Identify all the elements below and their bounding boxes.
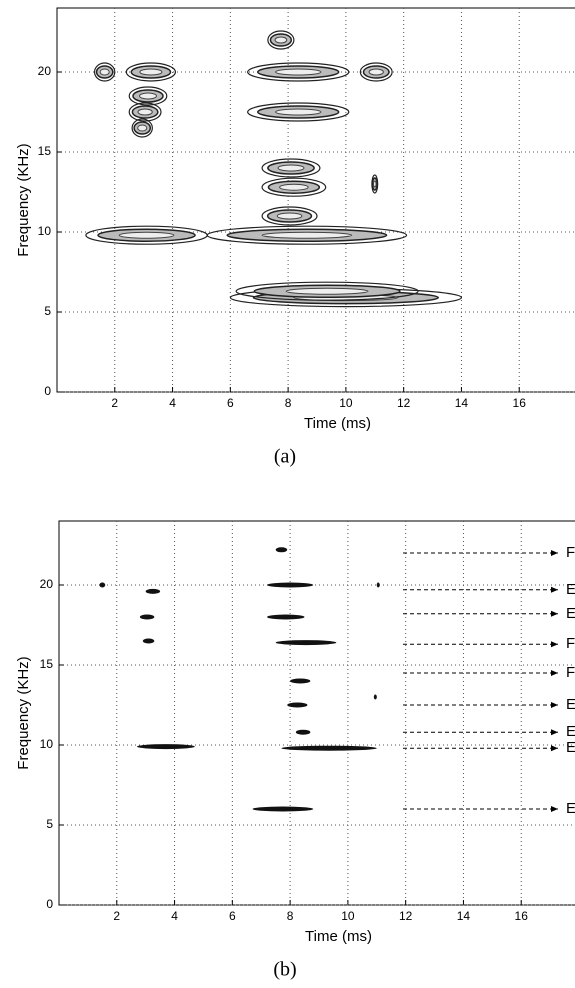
x-tick-label: 2 [111, 396, 118, 410]
annotation-label: F [566, 544, 575, 561]
annotation-label: E [566, 739, 575, 756]
x-tick-label: 12 [399, 909, 413, 923]
annotation-label: F [566, 635, 575, 652]
x-axis-label: Time (ms) [305, 928, 372, 945]
contour-core [261, 231, 353, 239]
contour-core [276, 212, 303, 220]
x-tick-label: 16 [513, 396, 527, 410]
contour-core [274, 108, 322, 116]
y-tick-label: 10 [40, 737, 54, 751]
annotation-label: F [566, 664, 575, 681]
caption: (a) [274, 446, 296, 468]
ridge [281, 745, 377, 751]
x-tick-label: 14 [457, 909, 471, 923]
x-tick-label: 6 [229, 909, 236, 923]
y-tick-label: 15 [38, 144, 52, 158]
ridge [295, 729, 311, 735]
ridge [373, 694, 377, 700]
contour-core [274, 36, 288, 44]
x-tick-label: 14 [455, 396, 469, 410]
x-tick-label: 10 [339, 396, 353, 410]
contour-core [372, 180, 377, 188]
x-tick-label: 8 [285, 396, 292, 410]
ridge [376, 582, 380, 588]
ridge [287, 702, 308, 708]
annotation-label: E [566, 605, 575, 622]
contour-outer [128, 102, 162, 122]
x-tick-label: 4 [169, 396, 176, 410]
contour-outer [247, 62, 350, 82]
contour-core [139, 68, 163, 76]
ridge [99, 582, 106, 588]
ridge [145, 588, 161, 594]
y-tick-label: 5 [46, 817, 53, 831]
contour-outer [206, 225, 408, 245]
contour-outer [261, 158, 321, 178]
contour-core [279, 183, 309, 191]
x-axis-label: Time (ms) [304, 415, 371, 432]
contour-core [285, 287, 369, 295]
y-tick-label: 0 [46, 897, 53, 911]
x-tick-label: 12 [397, 396, 411, 410]
contour-outer [125, 62, 177, 82]
x-tick-label: 10 [341, 909, 355, 923]
ridge [275, 547, 288, 553]
contour-outer [247, 102, 350, 122]
x-tick-label: 4 [171, 909, 178, 923]
ridge [267, 582, 314, 588]
x-tick-label: 6 [227, 396, 234, 410]
ridge [275, 640, 337, 646]
ridge [290, 678, 311, 684]
caption: (b) [273, 959, 296, 981]
y-tick-label: 20 [38, 64, 52, 78]
ridge [267, 614, 305, 620]
y-tick-label: 20 [40, 577, 54, 591]
x-tick-label: 8 [287, 909, 294, 923]
contour-outer [128, 86, 168, 106]
contour-core [99, 68, 110, 76]
y-axis-label: Frequency (KHz) [15, 656, 32, 769]
annotation-label: E [566, 723, 575, 740]
contour-outer [93, 62, 116, 82]
contour-outer [235, 281, 419, 301]
contour-core [368, 68, 384, 76]
y-axis-label: Frequency (KHz) [15, 143, 32, 256]
contour-outer [359, 62, 393, 82]
contour-outer [261, 206, 318, 226]
contour-core [137, 124, 148, 132]
contour-core [139, 92, 157, 100]
ridge [252, 806, 314, 812]
annotation-label: E [566, 800, 575, 817]
contour-outer [131, 118, 153, 138]
annotation-label: E [566, 696, 575, 713]
contour-core [118, 231, 175, 239]
plot-area [58, 520, 575, 906]
y-tick-label: 15 [40, 657, 54, 671]
contour-core [274, 68, 322, 76]
contour-core [137, 108, 153, 116]
ridge [142, 638, 155, 644]
y-tick-label: 0 [44, 384, 51, 398]
ridge [139, 614, 155, 620]
x-tick-label: 2 [113, 909, 120, 923]
contour-outer [261, 177, 327, 197]
annotation-label: E [566, 581, 575, 598]
contour-core [277, 164, 305, 172]
y-tick-label: 5 [44, 304, 51, 318]
y-tick-label: 10 [38, 224, 52, 238]
x-tick-label: 16 [515, 909, 529, 923]
ridge [137, 744, 195, 750]
contour-outer [267, 30, 295, 50]
